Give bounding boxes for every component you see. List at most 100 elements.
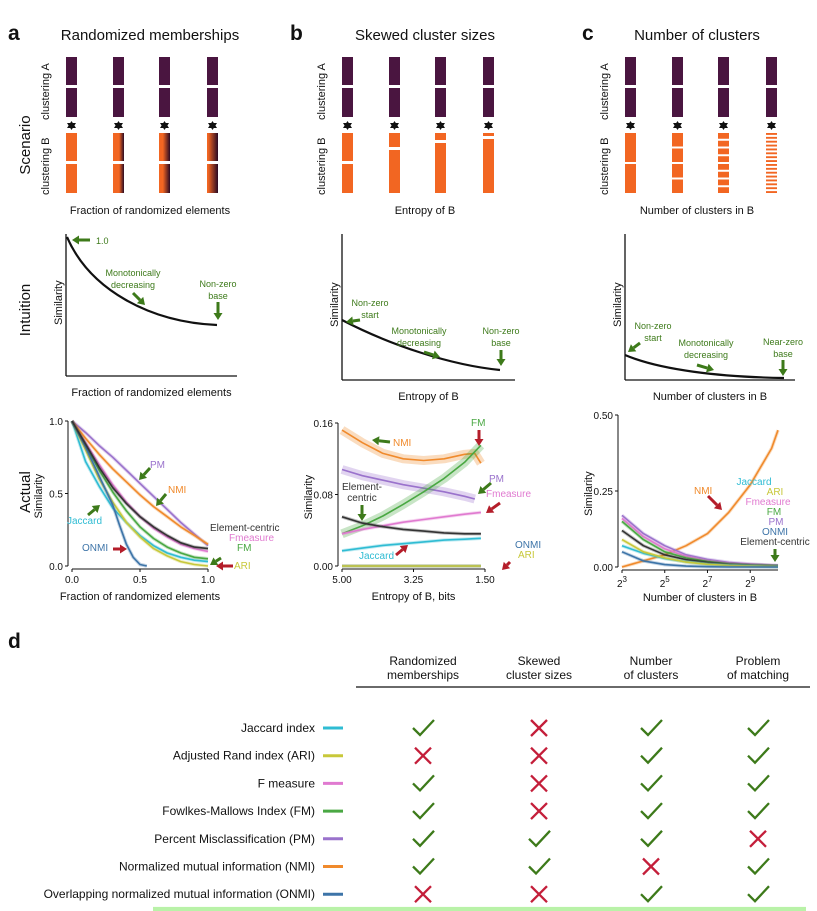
- annotation-arrow-one: [72, 235, 90, 245]
- annotation-arrow: [706, 494, 722, 510]
- x-tick-label: 3.25: [404, 575, 424, 586]
- table-row: [323, 719, 770, 737]
- x-tick-label: 0.5: [133, 575, 147, 586]
- annotation-start: start: [361, 310, 379, 320]
- annotation-arrow: [474, 430, 484, 446]
- table-row: [323, 885, 770, 904]
- check-icon: [640, 746, 663, 765]
- series-label: Fmeasure: [745, 497, 790, 508]
- row-label-scenario: Scenario: [17, 115, 34, 174]
- annotation-mono: Monotonically: [105, 268, 161, 278]
- x-tick-label: 5.00: [332, 575, 352, 586]
- table-row-name: Fowlkes-Mallows Index (FM): [162, 804, 315, 818]
- table-row: [153, 906, 806, 911]
- table-column-header: of clusters: [624, 668, 679, 682]
- scenario-x-label: Number of clusters in B: [640, 205, 754, 217]
- clustering-b-label: clustering B: [316, 138, 328, 195]
- annotation-base: Non-zero: [482, 326, 519, 336]
- panel-letter-a: a: [8, 22, 20, 45]
- x-tick-label: 1.0: [201, 575, 215, 586]
- series-line-ari: [71, 420, 209, 567]
- clustering-b-label: clustering B: [599, 138, 611, 195]
- scenario-x-label: Entropy of B: [395, 205, 456, 217]
- check-icon: [412, 719, 435, 737]
- series-label: Element-: [342, 482, 382, 493]
- series-line-jaccard: [71, 420, 209, 563]
- annotation-base: base: [208, 291, 228, 301]
- series-label: PM: [150, 460, 165, 471]
- annotation-arrow: [778, 360, 788, 376]
- check-icon: [747, 885, 770, 903]
- table-column-header: Randomized: [389, 654, 456, 668]
- annotation-arrow: [113, 544, 127, 554]
- double-arrow-down: [719, 123, 728, 130]
- series-line-nmi: [621, 429, 779, 568]
- cross-icon: [414, 746, 432, 765]
- series-label: Jaccard: [736, 477, 771, 488]
- series-band: [339, 426, 485, 466]
- scenario-column: [159, 57, 170, 193]
- panel-letter-d: d: [8, 630, 21, 653]
- double-arrow-down: [767, 123, 776, 130]
- double-arrow-down: [208, 123, 217, 130]
- series-line-fm: [71, 420, 209, 560]
- y-tick-label: 0.00: [314, 562, 334, 573]
- annotation-arrow: [216, 561, 233, 571]
- annotation-one: 1.0: [96, 236, 109, 246]
- annotation-base: Near-zero: [763, 337, 803, 347]
- series-label: ONMI: [762, 527, 788, 538]
- series-label: NMI: [168, 485, 186, 496]
- chart-a: [65, 419, 210, 572]
- x-tick-label: 29: [745, 575, 756, 590]
- scenario-column: [766, 57, 777, 193]
- check-icon: [528, 830, 551, 848]
- series-label: FM: [471, 418, 485, 429]
- series-label: ONMI: [515, 540, 541, 551]
- double-arrow-down: [390, 123, 399, 130]
- annotation-base: base: [491, 338, 511, 348]
- table-row-name: Adjusted Rand index (ARI): [173, 749, 315, 763]
- double-arrow-down: [343, 123, 352, 130]
- annotation-arrow: [496, 350, 506, 366]
- annotation-mono: Monotonically: [391, 326, 447, 336]
- series-label: Fmeasure: [229, 533, 274, 544]
- series-line-nmi: [71, 420, 209, 545]
- table-column-header: Problem: [736, 654, 781, 668]
- series-line-jaccard: [341, 537, 481, 552]
- series-label: centric: [347, 493, 376, 504]
- double-arrow-down: [484, 123, 493, 130]
- series-label: NMI: [393, 438, 411, 449]
- series-line-pm: [71, 420, 209, 547]
- check-icon: [747, 774, 770, 793]
- panel-letter-c: c: [582, 22, 594, 45]
- x-tick-label: 23: [617, 575, 628, 590]
- intuition-y-label: Similarity: [612, 282, 624, 327]
- cross-icon: [530, 774, 548, 793]
- series-label: NMI: [694, 486, 712, 497]
- panel-letter-b: b: [290, 22, 303, 45]
- cross-icon: [530, 802, 548, 820]
- check-icon: [747, 746, 770, 765]
- check-icon: [640, 830, 663, 848]
- series-label: FM: [767, 507, 781, 518]
- scenario-column: [718, 57, 729, 193]
- series-label: ONMI: [82, 543, 108, 554]
- chart-x-label: Entropy of B, bits: [372, 591, 456, 603]
- check-icon: [640, 802, 663, 820]
- cross-icon: [642, 857, 660, 876]
- clustering-a-label: clustering A: [316, 62, 328, 120]
- series-line-nmi: [341, 429, 482, 464]
- annotation-arrow: [131, 291, 145, 305]
- scenario-x-label: Fraction of randomized elements: [70, 205, 231, 217]
- annotation-arrow: [478, 481, 492, 494]
- double-arrow-down: [626, 123, 635, 130]
- check-icon: [528, 857, 551, 876]
- y-tick-label: 1.0: [49, 417, 63, 428]
- annotation-mono: decreasing: [397, 338, 441, 348]
- double-arrow-down: [114, 123, 123, 130]
- scenario-column: [113, 57, 124, 193]
- series-label: Jaccard: [359, 551, 394, 562]
- series-label: Element-centric: [740, 537, 809, 548]
- annotation-arrow: [213, 302, 223, 320]
- series-label: ARI: [518, 550, 535, 561]
